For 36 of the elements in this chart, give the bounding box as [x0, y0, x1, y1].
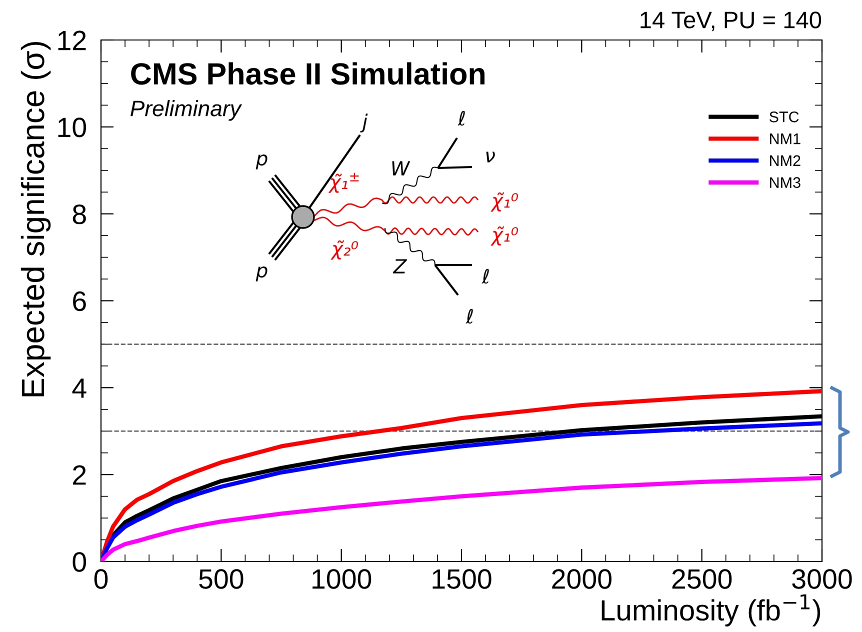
- annotation: Z: [392, 259, 408, 274]
- text: CMS Phase II Simulation: [131, 62, 484, 85]
- annotation: ℓ: [466, 308, 473, 324]
- x-tick-label: 2000: [552, 569, 612, 589]
- annotation: W: [392, 161, 410, 176]
- annotation: ν: [486, 152, 495, 162]
- annotation: p: [256, 266, 268, 282]
- x-tick-label: 2500: [672, 569, 732, 589]
- legend-label: NM1: [770, 134, 800, 144]
- x-tick-label: 1500: [432, 569, 492, 589]
- text: 14 TeV, PU = 140: [640, 12, 822, 32]
- y-tick-label: 8: [72, 204, 86, 224]
- x-tick-label: 1000: [312, 569, 372, 589]
- x-tick-label: 0: [94, 569, 108, 589]
- annotation: χ̃₁⁰: [490, 192, 518, 212]
- y-tick-label: 2: [73, 465, 86, 485]
- annotation: ℓ: [458, 110, 465, 126]
- x-axis-title: Luminosity (fb$^{−1}$): [602, 594, 820, 626]
- y-tick-label: 0: [72, 552, 86, 572]
- y-tick-label: 4: [72, 378, 86, 398]
- annotation: ℓ: [482, 268, 489, 284]
- annotation: Preliminary: [130, 100, 242, 121]
- annotation: j: [360, 114, 368, 132]
- y-tick-label: 12: [58, 30, 86, 50]
- annotation: p: [256, 154, 268, 170]
- legend-label: NM3: [770, 177, 800, 188]
- annotation: χ̃₁⁰: [490, 226, 518, 246]
- legend-label: NM2: [770, 155, 800, 166]
- annotation: χ̃₁$^{±}$: [328, 172, 359, 193]
- x-tick-label: 500: [199, 569, 244, 589]
- y-axis-title: Expected significance (σ): [20, 42, 51, 396]
- x-tick-label: 3000: [792, 569, 852, 589]
- y-tick-label: 6: [73, 291, 86, 312]
- legend-label: STC: [769, 112, 799, 122]
- y-tick-label: 10: [58, 118, 86, 138]
- annotation: χ̃₂⁰: [330, 240, 358, 260]
